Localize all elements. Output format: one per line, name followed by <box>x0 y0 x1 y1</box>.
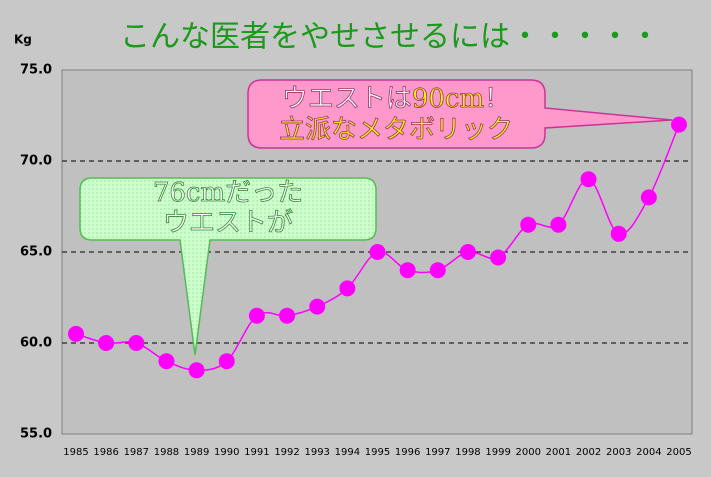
x-tick-label: 1996 <box>395 447 420 458</box>
data-point <box>158 353 175 370</box>
y-tick-label: 70.0 <box>20 154 52 169</box>
annotation-line: 76cmだった <box>153 178 303 208</box>
data-point <box>128 335 145 351</box>
x-tick-label: 1990 <box>214 447 239 458</box>
annotation-text: 76cm <box>153 178 225 208</box>
data-point <box>429 262 446 279</box>
data-point <box>610 225 627 242</box>
x-tick-label: 2002 <box>576 447 601 458</box>
data-point <box>580 171 597 188</box>
x-tick-label: 1992 <box>274 447 299 458</box>
x-tick-label: 1999 <box>485 447 510 458</box>
y-tick-label: 75.0 <box>20 63 52 78</box>
x-tick-label: 1998 <box>455 447 480 458</box>
annotation-text: 90cm <box>412 84 484 114</box>
annotation-text: ウエストは <box>282 84 412 114</box>
data-point <box>279 307 296 324</box>
x-tick-label: 1993 <box>304 447 329 458</box>
x-tick-label: 2005 <box>666 447 691 458</box>
data-point <box>671 116 687 133</box>
callout-pink <box>247 79 673 149</box>
annotation-text: 立派なメタボリック <box>279 115 513 145</box>
x-tick-label: 2001 <box>546 447 571 458</box>
x-tick-label: 1987 <box>124 447 149 458</box>
y-tick-label: 55.0 <box>20 427 52 442</box>
x-tick-label: 2003 <box>606 447 631 458</box>
x-tick-label: 2000 <box>516 447 541 458</box>
data-point <box>188 362 205 379</box>
annotation-line: ウエストは90cm！ <box>282 84 510 114</box>
annotation-text: ！ <box>484 84 510 114</box>
x-tick-label: 1985 <box>63 447 88 458</box>
x-tick-label: 1994 <box>335 447 360 458</box>
x-tick-label: 1991 <box>244 447 269 458</box>
annotation-line: ウエストが <box>163 208 293 238</box>
data-point <box>369 244 386 260</box>
data-point <box>490 249 507 266</box>
x-tick-label: 1989 <box>184 447 209 458</box>
annotation-line: 立派なメタボリック <box>279 115 513 145</box>
data-point <box>309 298 326 315</box>
data-point <box>459 244 476 260</box>
data-point <box>520 216 537 233</box>
annotation-text: ウエストが <box>163 208 293 238</box>
x-tick-label: 1997 <box>425 447 450 458</box>
data-point <box>248 307 265 324</box>
x-tick-label: 1986 <box>93 447 118 458</box>
data-point <box>339 280 356 297</box>
callout-green <box>79 177 377 356</box>
data-point <box>399 262 416 279</box>
x-tick-label: 1988 <box>154 447 179 458</box>
chart-title: こんな医者をやせさせるには・・・・・ <box>120 20 660 55</box>
data-point <box>68 325 84 342</box>
annotation-text: だった <box>225 178 303 208</box>
data-point <box>218 353 235 370</box>
y-axis-label: Kg <box>14 33 32 47</box>
x-tick-label: 2004 <box>636 447 661 458</box>
y-tick-label: 65.0 <box>20 245 52 260</box>
y-tick-label: 60.0 <box>20 336 52 351</box>
x-tick-label: 1995 <box>365 447 390 458</box>
data-point <box>98 335 115 351</box>
data-point <box>550 216 567 233</box>
data-point <box>640 189 657 206</box>
